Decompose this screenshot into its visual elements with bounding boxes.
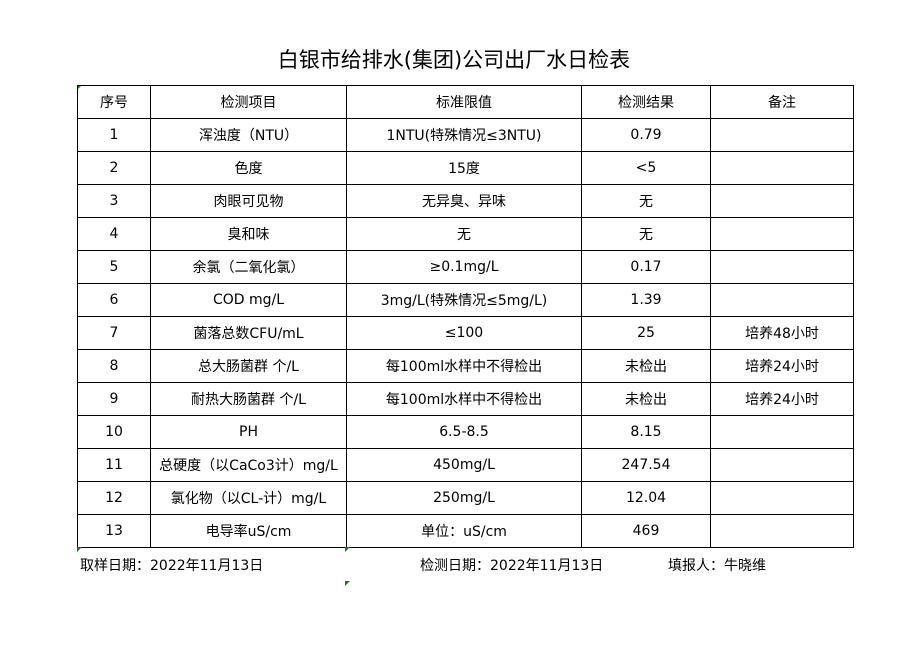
- standard-limit-cell[interactable]: 每100ml水样中不得检出: [346, 382, 582, 416]
- test-result-cell[interactable]: 未检出: [581, 382, 711, 416]
- cell-marker-icon: [345, 547, 350, 552]
- row-number-cell[interactable]: 6: [77, 283, 151, 317]
- test-result-cell[interactable]: 未检出: [581, 349, 711, 383]
- page-title: 白银市给排水(集团)公司出厂水日检表: [277, 48, 631, 72]
- sample-date: 取样日期：2022年11月13日: [80, 558, 264, 574]
- test-item-cell[interactable]: PH: [150, 415, 347, 449]
- row-number-cell[interactable]: 5: [77, 250, 151, 284]
- remark-cell[interactable]: [710, 514, 854, 548]
- remark-cell[interactable]: [710, 481, 854, 515]
- table-row: 6 COD mg/L 3mg/L(特殊情况≤5mg/L) 1.39: [77, 283, 854, 317]
- test-item-cell[interactable]: 总大肠菌群 个/L: [150, 349, 347, 383]
- remark-cell[interactable]: [710, 217, 854, 251]
- inspection-table: 序号 检测项目 标准限值 检测结果 备注 1 浑浊度（NTU） 1NTU(特殊情况≤…: [77, 85, 854, 548]
- row-number-cell[interactable]: 3: [77, 184, 151, 218]
- test-result-cell[interactable]: 12.04: [581, 481, 711, 515]
- standard-limit-cell[interactable]: 3mg/L(特殊情况≤5mg/L): [346, 283, 582, 317]
- test-date: 检测日期：2022年11月13日: [420, 558, 604, 574]
- test-item-cell[interactable]: 氯化物（以CL-计）mg/L: [150, 481, 347, 515]
- test-item-cell[interactable]: 色度: [150, 151, 347, 185]
- test-result-cell[interactable]: 无: [581, 184, 711, 218]
- remark-cell[interactable]: [710, 415, 854, 449]
- test-result-cell[interactable]: 0.17: [581, 250, 711, 284]
- header-cell[interactable]: 检测结果: [581, 85, 711, 119]
- test-result-cell[interactable]: 25: [581, 316, 711, 350]
- table-row: 2 色度 15度 <5: [77, 151, 854, 185]
- cell-marker-icon: [345, 581, 350, 586]
- test-item-cell[interactable]: 耐热大肠菌群 个/L: [150, 382, 347, 416]
- standard-limit-cell[interactable]: 250mg/L: [346, 481, 582, 515]
- test-result-cell[interactable]: 1.39: [581, 283, 711, 317]
- test-result-cell[interactable]: 469: [581, 514, 711, 548]
- test-item-cell[interactable]: 臭和味: [150, 217, 347, 251]
- table-row: 11 总硬度（以CaCo3计）mg/L 450mg/L 247.54: [77, 448, 854, 482]
- row-number-cell[interactable]: 13: [77, 514, 151, 548]
- test-item-cell[interactable]: COD mg/L: [150, 283, 347, 317]
- test-item-cell[interactable]: 浑浊度（NTU）: [150, 118, 347, 152]
- remark-cell[interactable]: 培养48小时: [710, 316, 854, 350]
- row-number-cell[interactable]: 9: [77, 382, 151, 416]
- table-row: 7 菌落总数CFU/mL ≤100 25 培养48小时: [77, 316, 854, 350]
- table-row: 1 浑浊度（NTU） 1NTU(特殊情况≤3NTU) 0.79: [77, 118, 854, 152]
- test-result-cell[interactable]: <5: [581, 151, 711, 185]
- table-header-row: 序号 检测项目 标准限值 检测结果 备注: [77, 85, 854, 119]
- remark-cell[interactable]: [710, 151, 854, 185]
- row-number-cell[interactable]: 10: [77, 415, 151, 449]
- remark-cell[interactable]: [710, 283, 854, 317]
- remark-cell[interactable]: [710, 250, 854, 284]
- standard-limit-cell[interactable]: ≤100: [346, 316, 582, 350]
- test-item-cell[interactable]: 总硬度（以CaCo3计）mg/L: [150, 448, 347, 482]
- test-item-cell[interactable]: 肉眼可见物: [150, 184, 347, 218]
- test-item-cell[interactable]: 余氯（二氧化氯）: [150, 250, 347, 284]
- test-item-cell[interactable]: 菌落总数CFU/mL: [150, 316, 347, 350]
- standard-limit-cell[interactable]: 每100ml水样中不得检出: [346, 349, 582, 383]
- table-row: 4 臭和味无无: [77, 217, 854, 251]
- standard-limit-cell[interactable]: 6.5-8.5: [346, 415, 582, 449]
- standard-limit-cell[interactable]: 单位：uS/cm: [346, 514, 582, 548]
- test-result-cell[interactable]: 247.54: [581, 448, 711, 482]
- standard-limit-cell[interactable]: 15度: [346, 151, 582, 185]
- table-row: 5 余氯（二氧化氯） ≥0.1mg/L 0.17: [77, 250, 854, 284]
- standard-limit-cell[interactable]: 450mg/L: [346, 448, 582, 482]
- header-cell[interactable]: 检测项目: [150, 85, 347, 119]
- standard-limit-cell[interactable]: ≥0.1mg/L: [346, 250, 582, 284]
- table-row: 12 氯化物（以CL-计）mg/L 250mg/L 12.04: [77, 481, 854, 515]
- table-row: 8 总大肠菌群 个/L 每100ml水样中不得检出 未检出 培养24小时: [77, 349, 854, 383]
- standard-limit-cell[interactable]: 无: [346, 217, 582, 251]
- remark-cell[interactable]: [710, 184, 854, 218]
- table-row: 10 PH 6.5-8.5 8.15: [77, 415, 854, 449]
- remark-cell[interactable]: [710, 448, 854, 482]
- row-number-cell[interactable]: 1: [77, 118, 151, 152]
- row-number-cell[interactable]: 2: [77, 151, 151, 185]
- test-result-cell[interactable]: 0.79: [581, 118, 711, 152]
- table-row: 13 电导率uS/cm 单位：uS/cm 469: [77, 514, 854, 548]
- header-cell[interactable]: 标准限值: [346, 85, 582, 119]
- test-result-cell[interactable]: 8.15: [581, 415, 711, 449]
- header-cell[interactable]: 备注: [710, 85, 854, 119]
- row-number-cell[interactable]: 11: [77, 448, 151, 482]
- row-number-cell[interactable]: 8: [77, 349, 151, 383]
- remark-cell[interactable]: 培养24小时: [710, 349, 854, 383]
- test-result-cell[interactable]: 无: [581, 217, 711, 251]
- remark-cell[interactable]: 培养24小时: [710, 382, 854, 416]
- test-item-cell[interactable]: 电导率uS/cm: [150, 514, 347, 548]
- row-number-cell[interactable]: 4: [77, 217, 151, 251]
- cell-marker-icon: [77, 547, 82, 552]
- table-row: 9 耐热大肠菌群 个/L 每100ml水样中不得检出 未检出 培养24小时: [77, 382, 854, 416]
- reporter: 填报人：牛晓维: [668, 558, 766, 574]
- header-cell[interactable]: 序号: [77, 85, 151, 119]
- row-number-cell[interactable]: 7: [77, 316, 151, 350]
- row-number-cell[interactable]: 12: [77, 481, 151, 515]
- remark-cell[interactable]: [710, 118, 854, 152]
- standard-limit-cell[interactable]: 无异臭、异味: [346, 184, 582, 218]
- table-row: 3 肉眼可见物 无异臭、异味无: [77, 184, 854, 218]
- standard-limit-cell[interactable]: 1NTU(特殊情况≤3NTU): [346, 118, 582, 152]
